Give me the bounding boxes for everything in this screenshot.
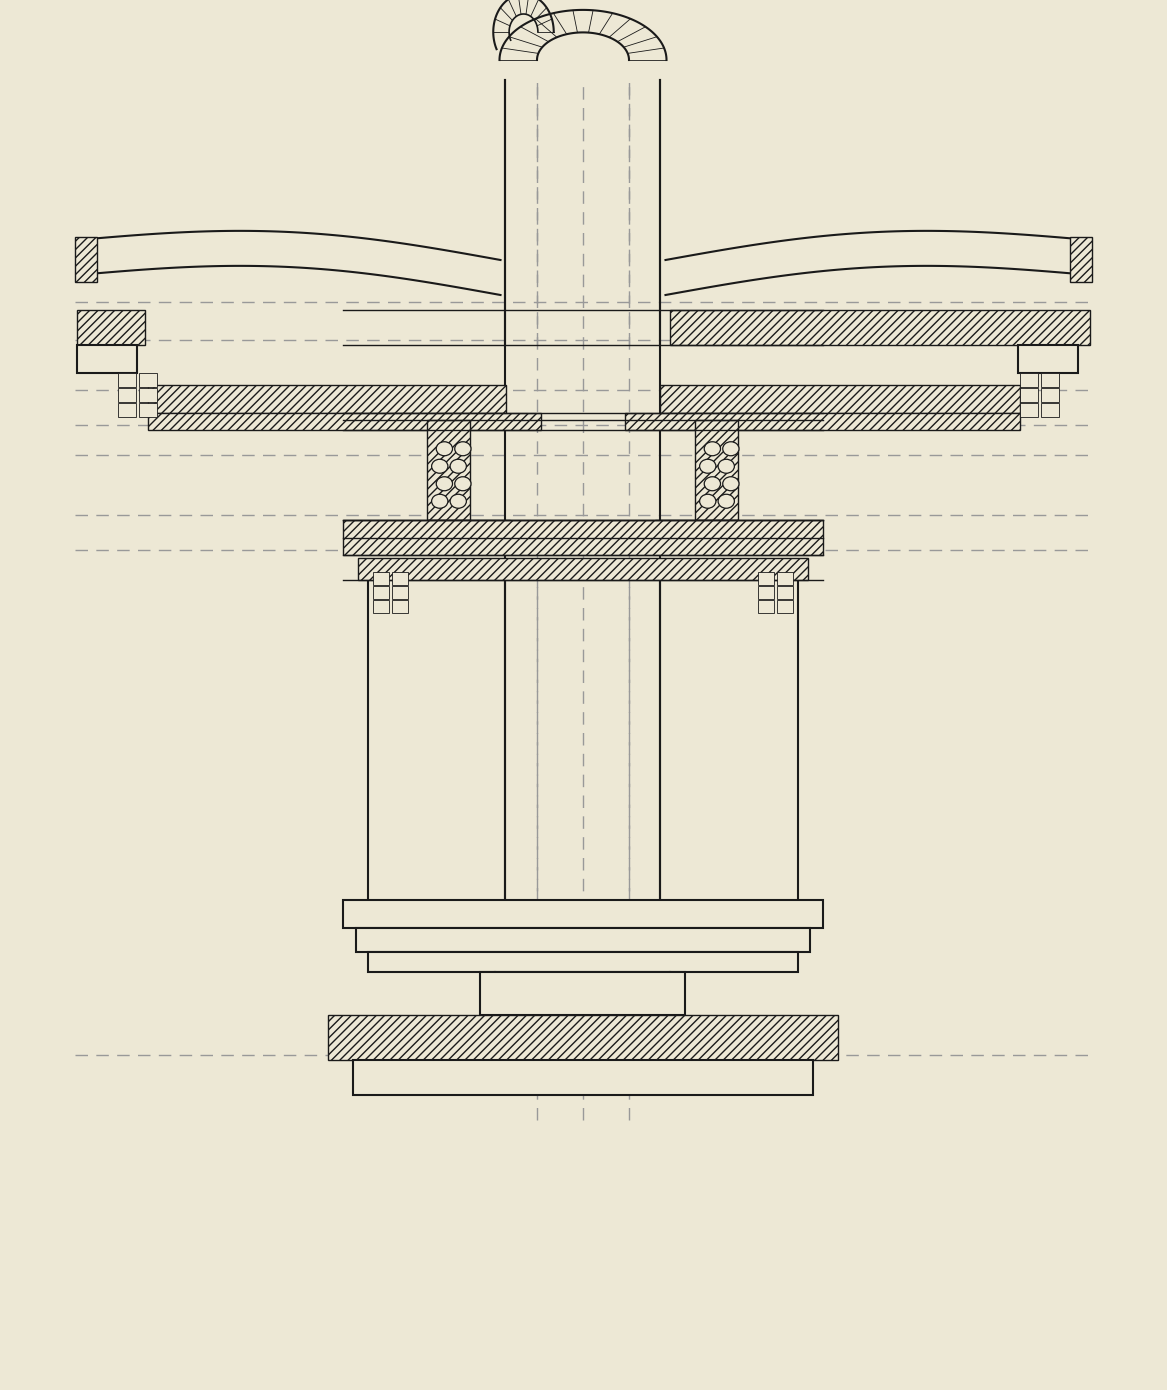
Bar — [1070, 238, 1092, 282]
Ellipse shape — [699, 495, 715, 509]
Bar — [118, 403, 137, 417]
Ellipse shape — [432, 495, 448, 509]
Ellipse shape — [436, 442, 453, 456]
Bar — [759, 600, 774, 613]
Ellipse shape — [704, 477, 720, 491]
Ellipse shape — [455, 477, 471, 491]
Bar — [343, 520, 823, 555]
Bar — [777, 600, 794, 613]
Bar — [373, 587, 389, 599]
Bar — [139, 403, 158, 417]
Bar — [671, 310, 1090, 345]
Bar — [358, 557, 808, 580]
Ellipse shape — [722, 477, 739, 491]
Bar — [392, 573, 408, 585]
Bar — [118, 388, 137, 402]
Bar — [148, 413, 540, 430]
Ellipse shape — [722, 442, 739, 456]
Bar — [118, 373, 137, 386]
Bar — [1041, 388, 1058, 402]
Bar — [777, 587, 794, 599]
Ellipse shape — [718, 459, 734, 473]
Bar — [77, 345, 137, 373]
Bar — [626, 413, 1020, 430]
Bar — [661, 385, 1020, 413]
Ellipse shape — [436, 477, 453, 491]
Ellipse shape — [704, 442, 720, 456]
Bar — [759, 587, 774, 599]
Bar — [1020, 373, 1037, 386]
Bar — [427, 520, 510, 538]
Ellipse shape — [432, 459, 448, 473]
Bar — [356, 929, 811, 952]
Bar — [481, 972, 685, 1015]
Bar — [656, 520, 739, 538]
Ellipse shape — [450, 495, 467, 509]
Bar — [352, 1061, 813, 1095]
Bar — [139, 373, 158, 386]
Ellipse shape — [450, 459, 467, 473]
Bar — [1041, 373, 1058, 386]
Ellipse shape — [718, 495, 734, 509]
Bar — [1020, 403, 1037, 417]
Bar — [759, 573, 774, 585]
Ellipse shape — [699, 459, 715, 473]
Bar — [77, 310, 145, 345]
Bar — [328, 1015, 838, 1061]
Bar — [392, 587, 408, 599]
Bar — [368, 952, 798, 972]
Bar — [392, 600, 408, 613]
Bar — [1020, 388, 1037, 402]
Bar — [696, 420, 739, 520]
Bar — [139, 388, 158, 402]
Bar — [373, 600, 389, 613]
Bar — [427, 420, 470, 520]
Bar — [1041, 403, 1058, 417]
Bar — [1018, 345, 1078, 373]
Bar — [148, 385, 505, 413]
Bar — [343, 899, 823, 929]
Bar — [373, 573, 389, 585]
Ellipse shape — [455, 442, 471, 456]
Bar — [75, 238, 97, 282]
Bar — [777, 573, 794, 585]
